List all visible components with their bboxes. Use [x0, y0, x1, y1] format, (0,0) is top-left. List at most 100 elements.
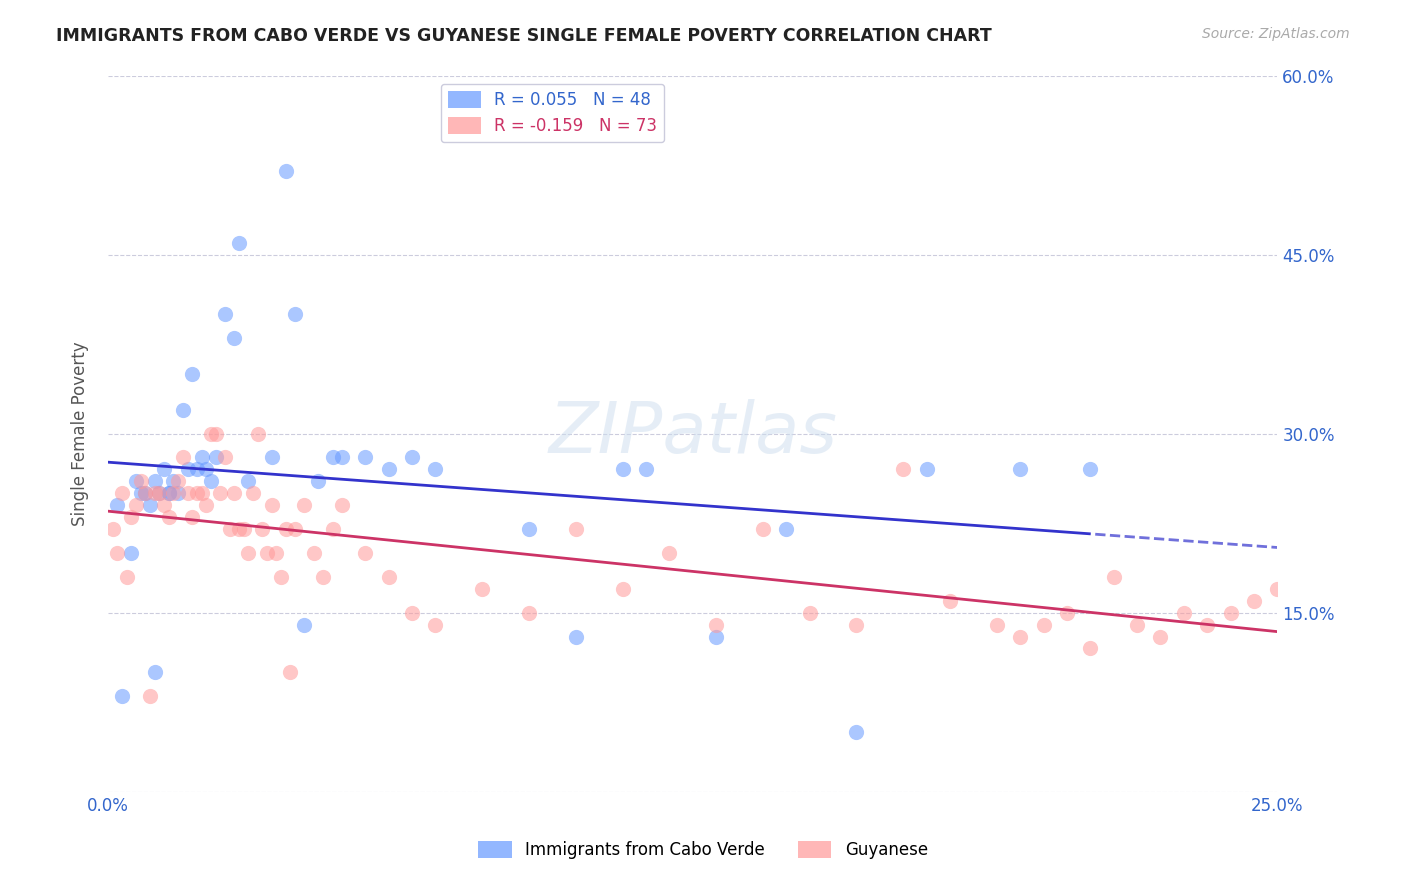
Point: [517, 606, 540, 620]
Point: [704, 617, 727, 632]
Point: [224, 486, 246, 500]
Point: [1078, 462, 1101, 476]
Point: [176, 486, 198, 500]
Point: [153, 498, 176, 512]
Point: [125, 475, 148, 489]
Text: Source: ZipAtlas.com: Source: ZipAtlas.com: [1202, 27, 1350, 41]
Point: [612, 582, 634, 596]
Point: [176, 462, 198, 476]
Point: [280, 665, 302, 680]
Point: [1243, 593, 1265, 607]
Point: [195, 498, 218, 512]
Point: [238, 546, 260, 560]
Point: [1078, 641, 1101, 656]
Legend: Immigrants from Cabo Verde, Guyanese: Immigrants from Cabo Verde, Guyanese: [471, 834, 935, 866]
Legend: R = 0.055   N = 48, R = -0.159   N = 73: R = 0.055 N = 48, R = -0.159 N = 73: [441, 84, 664, 142]
Point: [986, 617, 1008, 632]
Point: [200, 426, 222, 441]
Point: [162, 486, 184, 500]
Point: [564, 522, 586, 536]
Point: [105, 498, 128, 512]
Point: [564, 630, 586, 644]
Point: [425, 617, 447, 632]
Point: [105, 546, 128, 560]
Point: [612, 462, 634, 476]
Point: [308, 475, 330, 489]
Point: [218, 522, 240, 536]
Text: IMMIGRANTS FROM CABO VERDE VS GUYANESE SINGLE FEMALE POVERTY CORRELATION CHART: IMMIGRANTS FROM CABO VERDE VS GUYANESE S…: [56, 27, 993, 45]
Point: [181, 510, 204, 524]
Point: [845, 617, 868, 632]
Point: [294, 498, 316, 512]
Point: [232, 522, 254, 536]
Point: [125, 498, 148, 512]
Point: [658, 546, 681, 560]
Point: [517, 522, 540, 536]
Point: [284, 307, 307, 321]
Point: [111, 486, 134, 500]
Point: [120, 546, 142, 560]
Point: [256, 546, 278, 560]
Point: [120, 510, 142, 524]
Point: [228, 235, 250, 250]
Point: [101, 522, 124, 536]
Point: [181, 367, 204, 381]
Point: [274, 522, 297, 536]
Point: [1010, 630, 1032, 644]
Point: [172, 402, 194, 417]
Point: [1102, 570, 1125, 584]
Point: [1126, 617, 1149, 632]
Point: [1032, 617, 1054, 632]
Point: [129, 486, 152, 500]
Point: [330, 498, 353, 512]
Point: [775, 522, 797, 536]
Point: [891, 462, 914, 476]
Point: [252, 522, 274, 536]
Point: [214, 307, 236, 321]
Point: [274, 164, 297, 178]
Point: [172, 450, 194, 465]
Point: [471, 582, 494, 596]
Point: [228, 522, 250, 536]
Point: [294, 617, 316, 632]
Point: [1267, 582, 1289, 596]
Point: [143, 475, 166, 489]
Point: [1010, 462, 1032, 476]
Point: [1173, 606, 1195, 620]
Point: [266, 546, 288, 560]
Point: [129, 475, 152, 489]
Point: [167, 486, 190, 500]
Text: ZIPatlas: ZIPatlas: [548, 399, 837, 468]
Point: [321, 522, 343, 536]
Point: [134, 486, 156, 500]
Point: [260, 450, 283, 465]
Point: [425, 462, 447, 476]
Point: [1149, 630, 1171, 644]
Point: [401, 450, 423, 465]
Point: [195, 462, 218, 476]
Point: [143, 665, 166, 680]
Point: [224, 331, 246, 345]
Point: [915, 462, 938, 476]
Point: [190, 450, 212, 465]
Point: [752, 522, 775, 536]
Point: [377, 462, 399, 476]
Point: [214, 450, 236, 465]
Point: [1056, 606, 1078, 620]
Point: [186, 486, 208, 500]
Point: [634, 462, 657, 476]
Point: [1197, 617, 1219, 632]
Point: [321, 450, 343, 465]
Y-axis label: Single Female Poverty: Single Female Poverty: [72, 342, 89, 526]
Point: [134, 486, 156, 500]
Point: [111, 690, 134, 704]
Point: [354, 546, 377, 560]
Point: [139, 690, 162, 704]
Point: [260, 498, 283, 512]
Point: [148, 486, 170, 500]
Point: [354, 450, 377, 465]
Point: [157, 486, 180, 500]
Point: [1219, 606, 1241, 620]
Point: [157, 510, 180, 524]
Point: [704, 630, 727, 644]
